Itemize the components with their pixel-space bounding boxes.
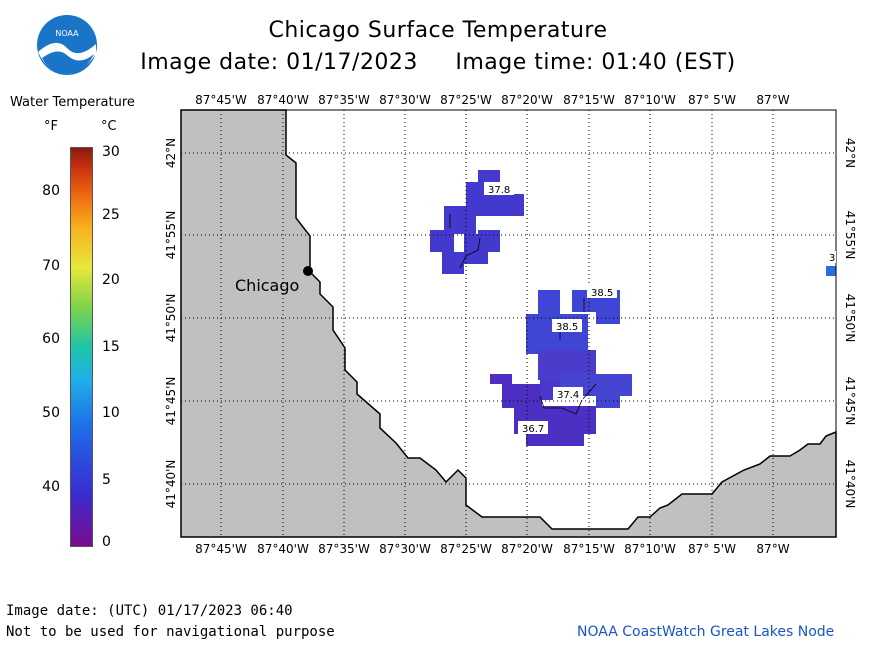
tick-c-15: 15 — [102, 339, 120, 355]
lat-label-left: 41°55'N — [164, 211, 178, 260]
sst-patch-north — [430, 170, 524, 274]
lat-label-right: 41°40'N — [843, 460, 857, 509]
lon-label-bottom: 87°W — [756, 542, 789, 556]
temp-label: 38.5 — [556, 322, 578, 333]
isotherm-north — [449, 214, 481, 269]
tick-c-30: 30 — [102, 144, 120, 160]
lon-label-bottom: 87°20'W — [501, 542, 553, 556]
tick-f-50: 50 — [42, 405, 60, 421]
footer-disclaimer: Not to be used for navigational purpose — [6, 624, 335, 640]
lat-label-left: 41°50'N — [164, 294, 178, 343]
unit-fahrenheit: °F — [44, 119, 58, 134]
temp-label: 37.8 — [488, 185, 510, 196]
chicago-marker-icon — [303, 266, 313, 276]
lon-label-top: 87°10'W — [624, 93, 676, 107]
temp-label: 38.5 — [591, 288, 613, 299]
lat-label-right: 41°50'N — [843, 294, 857, 343]
lon-label-top: 87°30'W — [379, 93, 431, 107]
map-frame — [180, 109, 837, 538]
lon-label-top: 87°W — [756, 93, 789, 107]
map-title: Chicago Surface Temperature — [268, 18, 608, 43]
tick-c-5: 5 — [102, 472, 111, 488]
noaa-logo-icon: NOAA — [37, 15, 97, 75]
city-label-chicago: Chicago — [235, 276, 299, 295]
lon-label-bottom: 87°30'W — [379, 542, 431, 556]
tick-f-60: 60 — [42, 331, 60, 347]
temp-label: 36.7 — [522, 424, 544, 435]
footer-date-line: Image date: (UTC) 01/17/2023 06:40 — [6, 603, 293, 619]
lon-label-top: 87°20'W — [501, 93, 553, 107]
temperature-colorbar — [70, 147, 93, 547]
lon-label-bottom: 87°40'W — [257, 542, 309, 556]
lon-label-top: 87°25'W — [440, 93, 492, 107]
lon-label-bottom: 87°35'W — [318, 542, 370, 556]
lon-label-top: 87°40'W — [257, 93, 309, 107]
sst-edge-cell — [826, 266, 836, 276]
logo-text: NOAA — [55, 29, 79, 38]
tick-f-40: 40 — [42, 479, 60, 495]
lat-label-right: 41°45'N — [843, 377, 857, 426]
temp-label: 3 — [829, 253, 835, 264]
tick-c-10: 10 — [102, 405, 120, 421]
land-west-shore — [180, 109, 837, 538]
lon-label-bottom: 87°45'W — [195, 542, 247, 556]
noaa-logo: NOAA — [36, 14, 98, 76]
lat-label-right: 41°55'N — [843, 211, 857, 260]
tick-f-70: 70 — [42, 258, 60, 274]
tick-c-20: 20 — [102, 272, 120, 288]
lat-label-left: 41°45'N — [164, 377, 178, 426]
isotherm-south — [539, 383, 597, 415]
legend-title: Water Temperature — [10, 95, 135, 110]
lon-label-top: 87°45'W — [195, 93, 247, 107]
lon-label-top: 87° 5'W — [688, 93, 736, 107]
lon-label-bottom: 87°15'W — [563, 542, 615, 556]
lat-label-left: 41°40'N — [164, 460, 178, 509]
map-subtitle: Image date: 01/17/2023 Image time: 01:40… — [140, 50, 736, 75]
tick-f-80: 80 — [42, 183, 60, 199]
temp-label: 37.4 — [557, 390, 579, 401]
lon-label-top: 87°15'W — [563, 93, 615, 107]
lon-label-bottom: 87°25'W — [440, 542, 492, 556]
tick-c-0: 0 — [102, 534, 111, 550]
lon-label-bottom: 87° 5'W — [688, 542, 736, 556]
footer-credit: NOAA CoastWatch Great Lakes Node — [577, 624, 835, 640]
lat-label-right: 42°N — [843, 138, 857, 168]
unit-celsius: °C — [101, 119, 117, 134]
tick-c-25: 25 — [102, 207, 120, 223]
lon-label-top: 87°35'W — [318, 93, 370, 107]
lon-label-bottom: 87°10'W — [624, 542, 676, 556]
lat-label-left: 42°N — [164, 138, 178, 168]
